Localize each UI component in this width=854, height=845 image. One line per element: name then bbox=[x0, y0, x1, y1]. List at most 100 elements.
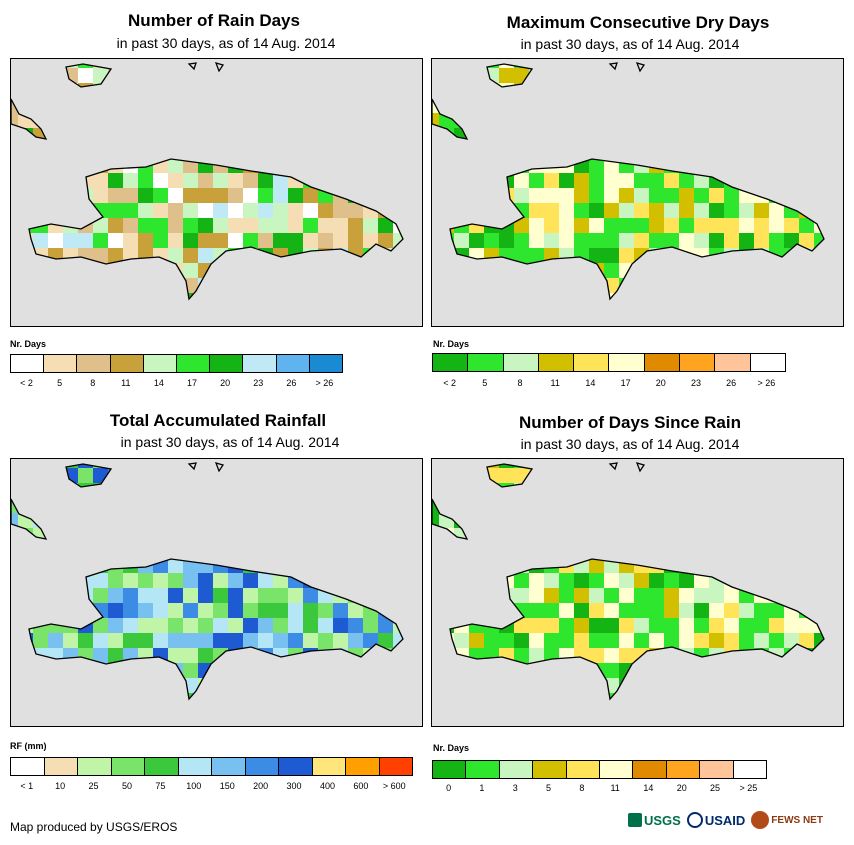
grid-cell bbox=[514, 603, 529, 618]
grid-cell bbox=[829, 663, 843, 678]
grid-cell bbox=[769, 113, 784, 128]
grid-cell bbox=[153, 323, 168, 326]
grid-cell bbox=[138, 233, 153, 248]
grid-cell bbox=[333, 693, 348, 699]
grid-cell bbox=[273, 158, 288, 173]
grid-cell bbox=[694, 723, 709, 726]
grid-cell bbox=[93, 68, 108, 83]
grid-cell bbox=[604, 483, 619, 498]
grid-cell bbox=[18, 143, 33, 158]
grid-cell bbox=[378, 263, 393, 278]
grid-cell bbox=[93, 203, 108, 218]
grid-cell bbox=[529, 633, 544, 648]
grid-cell bbox=[18, 218, 33, 233]
grid-cell bbox=[11, 543, 18, 558]
grid-cell bbox=[348, 573, 363, 588]
grid-cell bbox=[469, 693, 484, 699]
grid-cell bbox=[484, 543, 499, 558]
grid-cell bbox=[432, 188, 439, 203]
grid-cell bbox=[393, 113, 403, 128]
grid-cell bbox=[724, 708, 739, 723]
grid-cell bbox=[318, 693, 333, 699]
grid-cell bbox=[63, 143, 78, 158]
grid-cell bbox=[108, 498, 123, 513]
grid-cell bbox=[258, 464, 273, 468]
grid-cell bbox=[469, 158, 484, 173]
legend-label: 50 bbox=[121, 781, 132, 791]
grid-cell bbox=[769, 543, 784, 558]
grid-cell bbox=[784, 498, 799, 513]
grid-cell bbox=[829, 218, 843, 233]
grid-cell bbox=[393, 83, 403, 98]
grid-cell bbox=[138, 588, 153, 603]
grid-cell bbox=[11, 188, 18, 203]
grid-cell bbox=[679, 543, 694, 558]
grid-cell bbox=[559, 248, 574, 263]
grid-cell bbox=[333, 233, 348, 248]
grid-cell bbox=[544, 64, 559, 68]
grid-cell bbox=[799, 618, 814, 633]
grid-cell bbox=[18, 693, 33, 699]
grid-cell bbox=[63, 618, 78, 633]
grid-cell bbox=[168, 633, 183, 648]
legend-swatch bbox=[44, 758, 78, 775]
grid-cell bbox=[18, 573, 33, 588]
grid-cell bbox=[664, 633, 679, 648]
grid-cell bbox=[108, 218, 123, 233]
legend-swatch bbox=[110, 355, 144, 372]
grid-cell bbox=[709, 308, 724, 323]
grid-cell bbox=[544, 693, 559, 699]
grid-cell bbox=[408, 158, 422, 173]
grid-cell bbox=[439, 64, 454, 68]
grid-cell bbox=[318, 233, 333, 248]
grid-cell bbox=[754, 663, 769, 678]
grid-cell bbox=[544, 173, 559, 188]
grid-cell bbox=[258, 633, 273, 648]
grid-cell bbox=[739, 693, 754, 699]
grid-cell bbox=[138, 64, 153, 68]
grid-cell bbox=[378, 708, 393, 723]
grid-cell bbox=[273, 233, 288, 248]
grid-cell bbox=[378, 143, 393, 158]
grid-cell bbox=[273, 128, 288, 143]
grid-cell bbox=[439, 678, 454, 693]
grid-cell bbox=[408, 543, 422, 558]
grid-cell bbox=[529, 64, 544, 68]
grid-cell bbox=[318, 573, 333, 588]
grid-cell bbox=[469, 98, 484, 113]
grid-cell bbox=[469, 708, 484, 723]
grid-cell bbox=[18, 663, 33, 678]
grid-cell bbox=[213, 83, 228, 98]
grid-cell bbox=[454, 693, 469, 699]
grid-cell bbox=[273, 308, 288, 323]
grid-cell bbox=[153, 543, 168, 558]
grid-cell bbox=[11, 693, 18, 699]
grid-cell bbox=[709, 188, 724, 203]
grid-cell bbox=[63, 483, 78, 498]
grid-cell bbox=[754, 68, 769, 83]
grid-cell bbox=[273, 218, 288, 233]
grid-cell bbox=[754, 323, 769, 326]
grid-cell bbox=[363, 468, 378, 483]
legend-swatch bbox=[633, 761, 667, 778]
grid-cell bbox=[454, 603, 469, 618]
grid-cell bbox=[664, 498, 679, 513]
grid-cell bbox=[153, 68, 168, 83]
grid-cell bbox=[348, 678, 363, 693]
grid-cell bbox=[333, 64, 348, 68]
legend-swatch bbox=[503, 354, 539, 371]
grid-cell bbox=[679, 603, 694, 618]
panel-4-subtitle: in past 30 days, as of 14 Aug. 2014 bbox=[520, 436, 740, 452]
grid-cell bbox=[664, 323, 679, 326]
grid-cell bbox=[153, 248, 168, 263]
grid-cell bbox=[228, 143, 243, 158]
grid-cell bbox=[454, 573, 469, 588]
grid-cell bbox=[48, 464, 63, 468]
grid-cell bbox=[11, 663, 18, 678]
grid-cell bbox=[529, 693, 544, 699]
grid-cell bbox=[724, 113, 739, 128]
grid-cell bbox=[694, 498, 709, 513]
grid-cell bbox=[484, 558, 499, 573]
grid-cell bbox=[469, 468, 484, 483]
grid-cell bbox=[814, 543, 824, 558]
